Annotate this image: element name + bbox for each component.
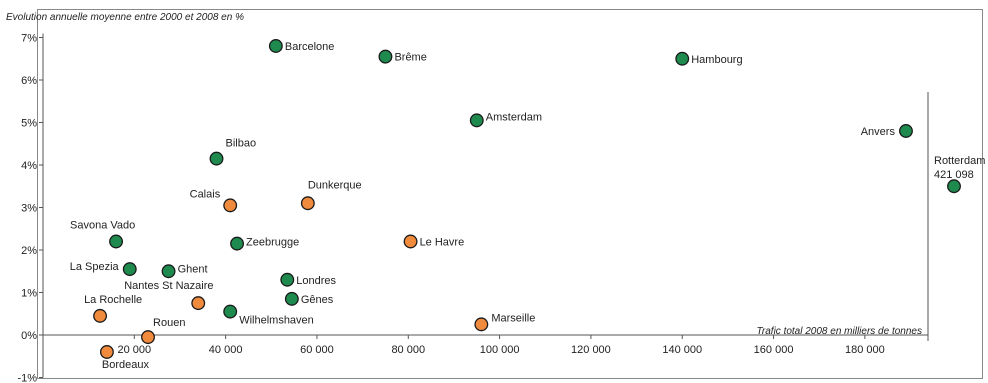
chart-frame [37, 9, 983, 379]
point-wilhelmshaven [223, 304, 238, 319]
data-points: Barcelone Brême Hambourg Amsterdam Anvers Bil… [70, 39, 961, 371]
point-amsterdam [469, 113, 484, 128]
point-label-ghent: Ghent [178, 263, 208, 275]
x-tick-label: 20 000 [117, 344, 151, 356]
point-label-anvers: Anvers [861, 126, 896, 138]
x-tick-label: 120 000 [571, 344, 611, 356]
y-tick-label: 1% [21, 288, 37, 300]
x-tick-label: 160 000 [754, 344, 794, 356]
point-calais [223, 198, 238, 213]
point-label-nantes-st-nazaire: Nantes St Nazaire [124, 280, 213, 292]
y-tick-label: 7% [21, 33, 37, 45]
point-label-le-havre: Le Havre [420, 237, 465, 249]
point-bilbao [209, 151, 224, 166]
x-tick-label: 40 000 [209, 344, 243, 356]
point-label-calais: Calais [190, 188, 221, 200]
point-label-londres: Londres [296, 275, 336, 287]
point-nantes-st-nazaire [191, 296, 206, 311]
point-barcelone [268, 39, 283, 53]
point-savona-vado [109, 234, 124, 249]
point-hambourg [675, 51, 690, 66]
point-la-rochelle [93, 308, 108, 323]
point-label-la-rochelle: La Rochelle [84, 294, 142, 306]
axis-break-annotation-line: Rotterdam [934, 155, 985, 167]
point-zeebrugge [230, 236, 245, 251]
point-ghent [161, 264, 176, 279]
y-tick-label: 4% [21, 160, 37, 172]
x-tick-label: 140 000 [662, 344, 702, 356]
point-label-dunkerque: Dunkerque [308, 179, 362, 191]
point-rotterdam [947, 179, 961, 194]
point-label-amsterdam: Amsterdam [486, 111, 542, 123]
point-le-havre [403, 234, 418, 249]
point-breme [378, 49, 393, 64]
axes [42, 33, 929, 378]
point-dunkerque [300, 196, 315, 211]
y-tick-label: 3% [21, 203, 37, 215]
point-anvers [899, 124, 913, 138]
x-tick-label: 100 000 [480, 344, 520, 356]
y-tick-label: 6% [21, 75, 37, 87]
point-marseille [474, 317, 489, 332]
point-label-genes: Gênes [301, 294, 334, 306]
point-label-bilbao: Bilbao [226, 138, 257, 150]
point-rouen [141, 330, 155, 345]
y-tick-label: 5% [21, 118, 37, 130]
rotterdam-break-annotation: Rotterdam 421 098 [934, 155, 985, 181]
y-tick-label: 2% [21, 245, 37, 257]
y-axis: -1% 0% 1% 2% 3% 4% 5% 6% 7% [17, 33, 43, 383]
point-bordeaux [99, 345, 114, 359]
y-tick-label: 0% [21, 330, 37, 342]
point-label-savona-vado: Savona Vado [70, 220, 135, 232]
point-label-barcelone: Barcelone [285, 41, 335, 53]
point-genes [284, 291, 299, 306]
y-tick-label: -1% [17, 373, 37, 383]
point-la-spezia [122, 262, 137, 277]
point-londres [280, 272, 295, 287]
point-label-hambourg: Hambourg [691, 54, 742, 66]
point-label-zeebrugge: Zeebrugge [246, 237, 299, 249]
chart-title: Evolution annuelle moyenne entre 2000 et… [6, 12, 244, 23]
x-axis: 20 000 40 000 60 000 80 000 100 000 120 000 14… [117, 335, 885, 356]
point-label-breme: Brême [394, 52, 426, 64]
x-tick-label: 60 000 [300, 344, 334, 356]
x-tick-label: 180 000 [845, 344, 885, 356]
x-tick-label: 80 000 [391, 344, 425, 356]
axis-break-annotation-line: 421 098 [934, 169, 974, 181]
point-label-marseille: Marseille [491, 312, 535, 324]
point-label-bordeaux: Bordeaux [102, 359, 150, 371]
point-label-la-spezia: La Spezia [70, 261, 120, 273]
x-axis-title: Trafic total 2008 en milliers de tonnes [757, 326, 922, 337]
point-label-wilhelmshaven: Wilhelmshaven [239, 315, 314, 327]
point-label-rouen: Rouen [153, 317, 185, 329]
